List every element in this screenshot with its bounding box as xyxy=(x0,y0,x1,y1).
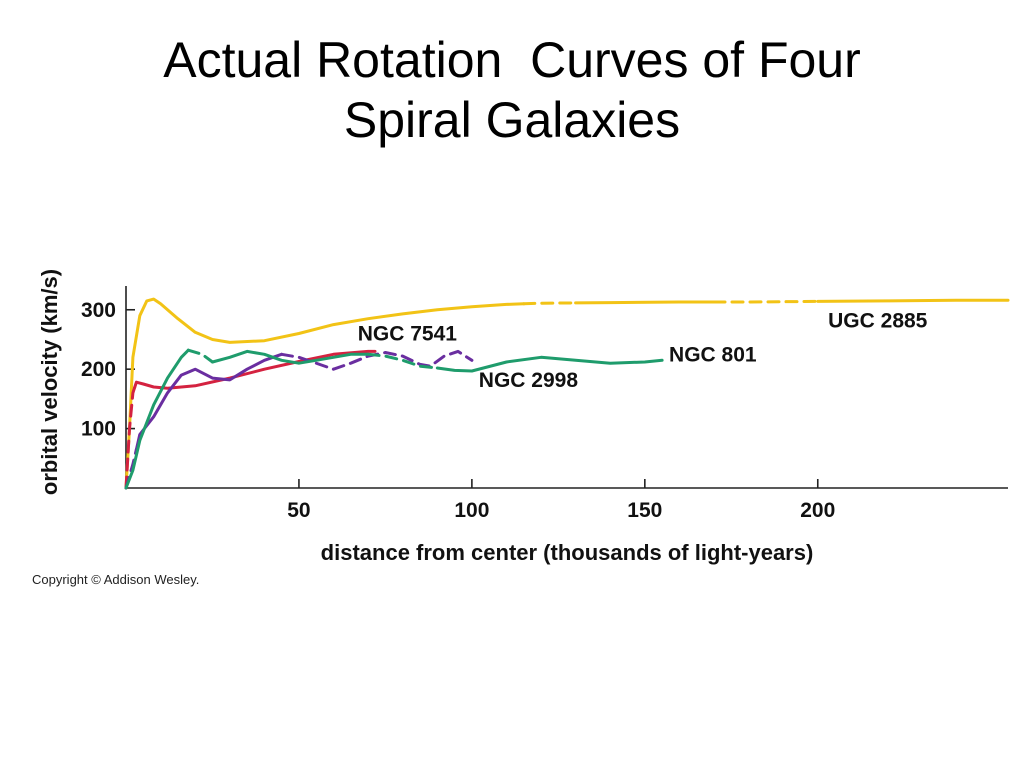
x-tick-label: 150 xyxy=(627,499,662,522)
slide-title: Actual Rotation Curves of Four Spiral Ga… xyxy=(0,30,1024,150)
series-line-ngc-2998 xyxy=(280,349,474,371)
series-label-ngc-7541: NGC 7541 xyxy=(358,323,458,346)
x-tick-label: 50 xyxy=(287,499,310,522)
ticks: 50 100 150 200 100 200 300 xyxy=(81,299,835,522)
y-tick-label: 200 xyxy=(81,358,116,381)
series-line-ngc-801 xyxy=(186,348,214,364)
series-label-ngc-801: NGC 801 xyxy=(669,343,757,366)
series-line-ngc-2998 xyxy=(134,352,284,451)
copyright-notice: Copyright © Addison Wesley. xyxy=(32,572,200,587)
series-line-ngc-7541 xyxy=(133,349,377,390)
series-line-ngc-801 xyxy=(211,349,370,365)
series-line-ugc-2885 xyxy=(712,299,820,304)
y-axis-label: orbital velocity (km/s) xyxy=(37,269,62,495)
y-tick-label: 300 xyxy=(81,299,116,322)
series-line-ugc-2885 xyxy=(816,298,1010,303)
series-line-ugc-2885 xyxy=(574,300,716,305)
series-line-ngc-7541 xyxy=(124,386,137,490)
series-line-ngc-801 xyxy=(435,355,664,373)
series-label-ngc-2998: NGC 2998 xyxy=(479,369,579,392)
y-tick-label: 100 xyxy=(81,418,116,441)
series-line-ngc-801 xyxy=(124,348,190,490)
title-line-1: Actual Rotation Curves of Four xyxy=(163,32,861,88)
x-tick-label: 200 xyxy=(800,499,835,522)
series-line-ugc-2885 xyxy=(522,301,578,306)
title-line-2: Spiral Galaxies xyxy=(343,92,681,148)
x-axis-label: distance from center (thousands of light… xyxy=(321,540,814,565)
x-tick-label: 100 xyxy=(454,499,489,522)
series-label-ugc-2885: UGC 2885 xyxy=(828,310,928,333)
series-line-ugc-2885 xyxy=(124,297,526,490)
series-line-ngc-801 xyxy=(366,352,439,370)
axes xyxy=(125,286,1008,489)
series-labels: UGC 2885 NGC 7541 NGC 801 NGC 2998 xyxy=(358,310,928,392)
series-lines xyxy=(124,297,1010,490)
